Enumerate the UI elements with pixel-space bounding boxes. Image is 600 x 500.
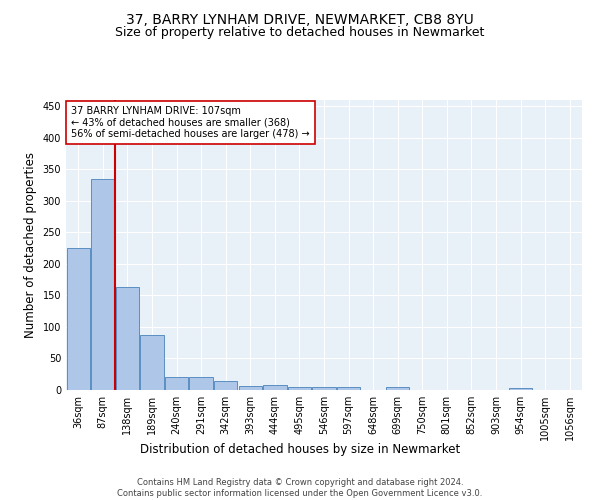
- Bar: [263, 385, 287, 390]
- Bar: [337, 388, 360, 390]
- Text: 37, BARRY LYNHAM DRIVE, NEWMARKET, CB8 8YU: 37, BARRY LYNHAM DRIVE, NEWMARKET, CB8 8…: [126, 12, 474, 26]
- Bar: [214, 380, 238, 390]
- Bar: [509, 388, 532, 390]
- Text: Size of property relative to detached houses in Newmarket: Size of property relative to detached ho…: [115, 26, 485, 39]
- Bar: [313, 387, 335, 390]
- Y-axis label: Number of detached properties: Number of detached properties: [24, 152, 37, 338]
- Text: 37 BARRY LYNHAM DRIVE: 107sqm
← 43% of detached houses are smaller (368)
56% of : 37 BARRY LYNHAM DRIVE: 107sqm ← 43% of d…: [71, 106, 310, 139]
- Text: Distribution of detached houses by size in Newmarket: Distribution of detached houses by size …: [140, 442, 460, 456]
- Bar: [91, 179, 115, 390]
- Bar: [116, 287, 139, 390]
- Bar: [165, 377, 188, 390]
- Bar: [67, 248, 90, 390]
- Bar: [140, 335, 164, 390]
- Text: Contains HM Land Registry data © Crown copyright and database right 2024.
Contai: Contains HM Land Registry data © Crown c…: [118, 478, 482, 498]
- Bar: [288, 387, 311, 390]
- Bar: [386, 388, 409, 390]
- Bar: [190, 378, 213, 390]
- Bar: [239, 386, 262, 390]
